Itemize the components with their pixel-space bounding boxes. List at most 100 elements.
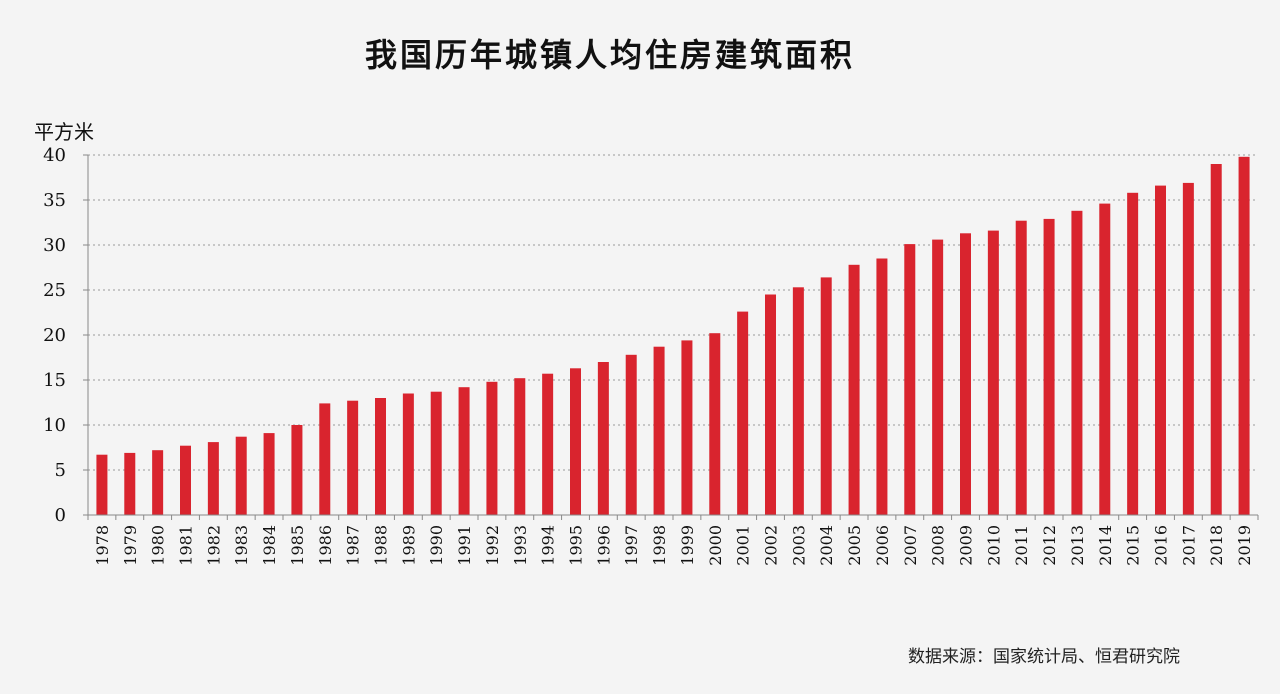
x-tick-label: 2015 (1124, 525, 1143, 566)
bar (207, 442, 219, 515)
bar (402, 393, 414, 515)
x-tick-label: 2013 (1068, 525, 1087, 566)
bar (124, 452, 136, 515)
bar (765, 294, 776, 515)
y-tick-label: 5 (55, 460, 66, 481)
bar (514, 378, 526, 515)
bar (542, 373, 554, 515)
bar (458, 387, 470, 515)
x-tick-label: 1989 (399, 525, 418, 566)
y-tick-label: 15 (43, 370, 66, 391)
bar (96, 454, 108, 515)
x-tick-label: 2007 (901, 525, 920, 566)
x-tick-label: 2019 (1235, 525, 1254, 566)
bar (904, 244, 916, 515)
bar (932, 239, 944, 515)
x-tick-label: 2001 (734, 525, 753, 566)
x-tick-labels: 1978 1979 1980 1981 1982 1983 1984 1985 1986 1987… (93, 525, 1254, 566)
y-tick-label: 30 (43, 235, 66, 256)
x-tick-label: 2016 (1152, 525, 1171, 566)
x-tick-label: 2004 (817, 525, 836, 566)
bar (1238, 156, 1250, 516)
bar (792, 287, 804, 515)
bar (1210, 164, 1222, 515)
bar (1127, 192, 1139, 516)
y-tick-label: 25 (43, 280, 66, 301)
data-source-note: 数据来源：国家统计局、恒君研究院 (908, 647, 1180, 667)
x-tick-label: 1987 (344, 525, 363, 566)
bar (375, 398, 386, 515)
bar (681, 340, 693, 515)
x-tick-label: 1990 (427, 525, 446, 566)
x-tick-label: 1991 (455, 525, 474, 566)
bar (960, 233, 971, 516)
bar (653, 346, 665, 515)
bar (570, 368, 581, 515)
x-tick-label: 1986 (316, 525, 335, 566)
x-tick-label: 1983 (232, 525, 251, 566)
gridlines (88, 154, 1258, 471)
x-tick-label: 2009 (957, 525, 976, 566)
x-tick-label: 1982 (204, 525, 223, 566)
x-tick-label: 1984 (260, 525, 279, 566)
x-tick-label: 1985 (288, 525, 307, 566)
bar (180, 445, 191, 515)
x-tick-label: 2017 (1179, 525, 1198, 566)
bar (709, 333, 721, 515)
x-tick-label: 1979 (121, 525, 140, 566)
x-tick-label: 1992 (483, 525, 502, 566)
y-tick-labels: 0 5 10 15 20 25 30 35 40 (43, 145, 66, 526)
bar (291, 425, 303, 515)
bar (430, 391, 442, 515)
x-tick-label: 1997 (622, 525, 641, 566)
bar (625, 354, 637, 515)
x-tick-label: 2002 (762, 525, 781, 566)
x-tick-label: 2005 (845, 525, 864, 566)
bar (1099, 203, 1111, 515)
x-tick-label: 1980 (149, 525, 168, 566)
x-tick-label: 1999 (678, 525, 697, 566)
bar (1071, 210, 1083, 516)
y-tick-label: 20 (43, 325, 66, 346)
y-axis-unit-label: 平方米 (34, 120, 94, 144)
x-tick-label: 1981 (177, 525, 196, 566)
axes (83, 154, 1259, 520)
x-tick-label: 2000 (706, 525, 725, 566)
y-tick-label: 10 (43, 415, 66, 436)
x-tick-label: 2014 (1096, 525, 1115, 566)
bar (1015, 220, 1027, 515)
chart-title: 我国历年城镇人均住房建筑面积 (365, 36, 855, 74)
bar (1155, 185, 1166, 515)
bar (152, 450, 164, 515)
x-tick-label: 2008 (929, 525, 948, 566)
x-tick-label: 2006 (873, 525, 892, 566)
x-tick-label: 1993 (511, 525, 530, 566)
x-tick-label: 2011 (1012, 525, 1031, 566)
bar (319, 403, 331, 515)
x-tick-label: 1978 (93, 525, 112, 566)
y-tick-label: 35 (43, 190, 66, 211)
x-tick-label: 1994 (539, 525, 558, 566)
bars (96, 156, 1250, 516)
bar (486, 381, 498, 515)
bar (737, 311, 749, 515)
bar (1043, 218, 1055, 515)
x-tick-label: 1998 (650, 525, 669, 566)
bar (235, 436, 247, 515)
y-tick-label: 40 (43, 145, 66, 166)
y-tick-label: 0 (55, 505, 66, 526)
bar (1182, 182, 1194, 515)
x-tick-label: 2010 (984, 525, 1003, 566)
x-tick-label: 1988 (372, 525, 391, 566)
bar (987, 230, 999, 515)
x-tick-label: 2018 (1207, 525, 1226, 566)
x-tick-label: 1995 (567, 525, 586, 566)
x-tick-label: 1996 (594, 525, 613, 566)
bar (876, 258, 888, 515)
bar (848, 264, 860, 515)
x-tick-label: 2012 (1040, 525, 1059, 566)
bar (820, 277, 832, 515)
bar (347, 400, 359, 515)
